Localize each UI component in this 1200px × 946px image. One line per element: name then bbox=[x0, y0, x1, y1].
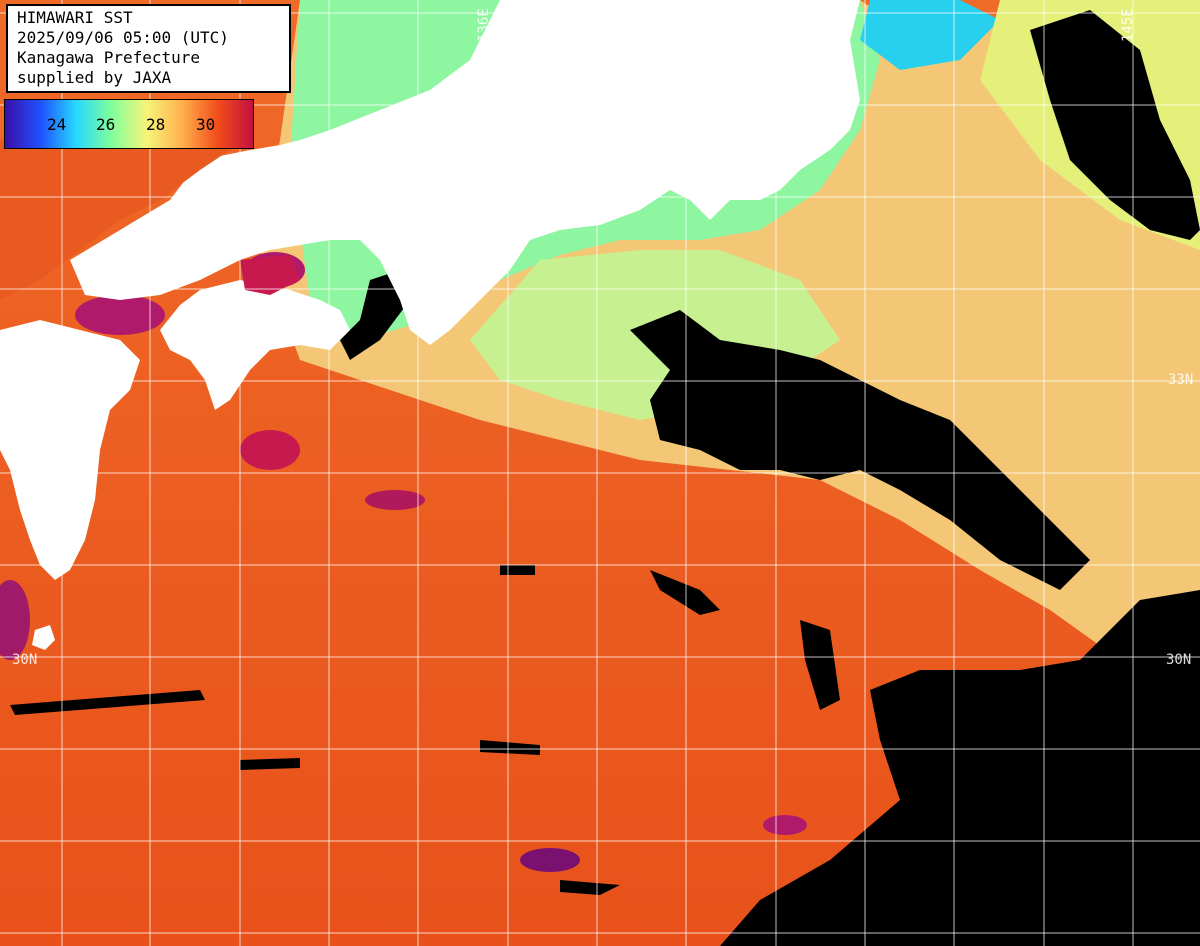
hot-spot bbox=[75, 295, 165, 335]
land-shikoku bbox=[160, 280, 350, 410]
lon-label-145e: 145E bbox=[1120, 8, 1136, 42]
lon-label-136e: 136E bbox=[476, 8, 492, 42]
no-data-region bbox=[630, 310, 1090, 590]
coastal-warm bbox=[0, 140, 230, 300]
hot-spot bbox=[520, 848, 580, 872]
no-data-streak bbox=[10, 690, 205, 715]
hot-spot bbox=[240, 430, 300, 470]
land-island bbox=[480, 150, 500, 185]
no-data-region bbox=[720, 590, 1200, 946]
legend-tick-24: 24 bbox=[47, 115, 67, 134]
no-data-streak bbox=[650, 570, 720, 615]
cyan-patch bbox=[860, 0, 1000, 70]
no-data-streak bbox=[240, 758, 300, 770]
no-data-streak bbox=[480, 740, 540, 755]
land-izu bbox=[780, 135, 805, 175]
land-kyushu bbox=[0, 320, 140, 580]
hot-spot bbox=[0, 580, 30, 660]
hot-spot bbox=[763, 815, 807, 835]
no-data-streak bbox=[500, 565, 535, 575]
no-data-streak bbox=[800, 620, 840, 710]
title-line-product: HIMAWARI SST bbox=[17, 8, 133, 27]
hot-spot bbox=[365, 490, 425, 510]
legend-tick-28: 28 bbox=[146, 115, 166, 134]
title-line-provider: Kanagawa Prefecture bbox=[17, 48, 201, 67]
no-data-region bbox=[1030, 10, 1200, 240]
lat-label-33n: 33N bbox=[1168, 372, 1194, 388]
legend-tick-26: 26 bbox=[96, 115, 116, 134]
land-island bbox=[32, 625, 55, 650]
title-line-source: supplied by JAXA bbox=[17, 68, 172, 87]
land-island bbox=[0, 375, 25, 420]
land-honshu bbox=[70, 0, 860, 345]
legend-tick-30: 30 bbox=[196, 115, 216, 134]
lat-label-30n-west: 30N bbox=[12, 652, 38, 668]
lat-label-30n: 30N bbox=[1166, 652, 1192, 668]
title-line-datetime: 2025/09/06 05:00 (UTC) bbox=[17, 28, 229, 47]
title-box: HIMAWARI SST 2025/09/06 05:00 (UTC) Kana… bbox=[6, 4, 291, 93]
no-data-streak bbox=[560, 880, 620, 895]
lat-label-33n-west: 33N bbox=[10, 372, 36, 388]
coastal-warm bbox=[240, 255, 300, 295]
no-data-region bbox=[340, 270, 410, 360]
color-scale-legend: 24 26 28 30 bbox=[4, 99, 254, 149]
